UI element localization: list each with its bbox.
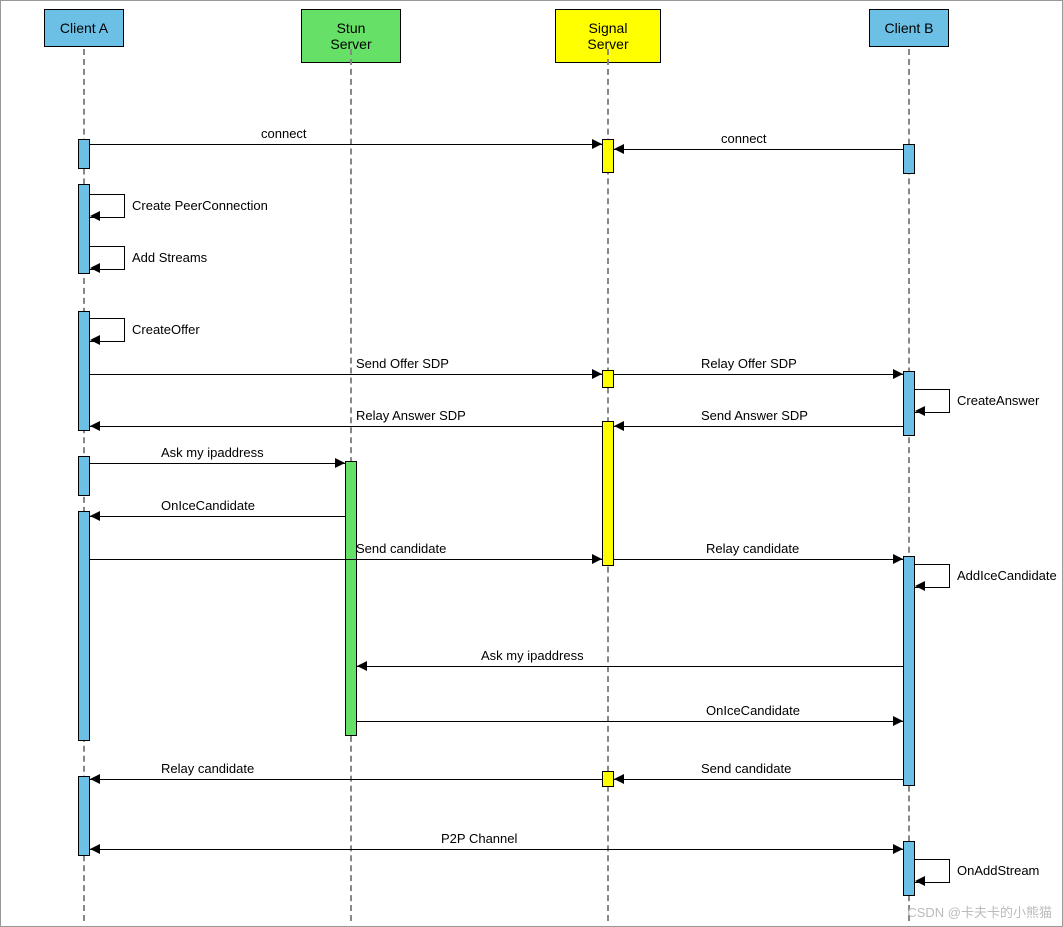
message-label-11: OnIceCandidate	[161, 498, 255, 513]
message-arrow-1	[614, 144, 624, 154]
message-label-8: Send Answer SDP	[701, 408, 808, 423]
message-line-17	[614, 779, 903, 780]
message-arrow-12	[592, 554, 602, 564]
message-label-18: Relay candidate	[161, 761, 254, 776]
message-label-14: AddIceCandidate	[957, 568, 1057, 583]
activation-clientB-14	[903, 841, 915, 896]
message-label-19: P2P Channel	[441, 831, 517, 846]
message-arrow-8	[614, 421, 624, 431]
activation-signal-12	[602, 771, 614, 787]
activation-clientA-3	[78, 184, 90, 274]
message-label-16: OnIceCandidate	[706, 703, 800, 718]
message-line-12	[90, 559, 602, 560]
message-label-0: connect	[261, 126, 307, 141]
message-arrow-15	[357, 661, 367, 671]
activation-stun-9	[345, 461, 357, 736]
activation-clientB-6	[903, 371, 915, 436]
message-label-15: Ask my ipaddress	[481, 648, 584, 663]
self-arrow-3	[90, 263, 100, 273]
activation-signal-5	[602, 370, 614, 388]
message-arrow-17	[614, 774, 624, 784]
activation-clientA-8	[78, 456, 90, 496]
message-line-10	[90, 463, 345, 464]
watermark: CSDN @卡夫卡的小熊猫	[907, 902, 1052, 921]
message-arrow-0	[592, 139, 602, 149]
self-arrow-20	[915, 876, 925, 886]
message-label-12: Send candidate	[356, 541, 446, 556]
lifeline-clientB	[908, 49, 910, 921]
self-arrow-7	[915, 406, 925, 416]
message-line-18	[90, 779, 602, 780]
activation-clientA-10	[78, 511, 90, 741]
message-label-5: Send Offer SDP	[356, 356, 449, 371]
activation-clientB-2	[903, 144, 915, 174]
activation-signal-7	[602, 421, 614, 566]
activation-clientB-11	[903, 556, 915, 786]
message-line-5	[90, 374, 602, 375]
participant-clientB: Client B	[869, 9, 949, 47]
message-line-9	[90, 426, 602, 427]
message-arrow-10	[335, 458, 345, 468]
activation-clientA-13	[78, 776, 90, 856]
message-line-8	[614, 426, 903, 427]
message-label-4: CreateOffer	[132, 322, 200, 337]
message-arrow-11	[90, 511, 100, 521]
message-line-15	[357, 666, 903, 667]
self-arrow-4	[90, 335, 100, 345]
message-line-11	[90, 516, 345, 517]
message-arrow-13	[893, 554, 903, 564]
activation-clientA-0	[78, 139, 90, 169]
message-arrow-6	[893, 369, 903, 379]
message-label-17: Send candidate	[701, 761, 791, 776]
message-line-19	[90, 849, 903, 850]
sequence-diagram: Client AStun ServerSignal ServerClient B…	[0, 0, 1063, 927]
message-line-6	[614, 374, 903, 375]
message-line-16	[357, 721, 903, 722]
message-label-20: OnAddStream	[957, 863, 1039, 878]
message-arrow-9	[90, 421, 100, 431]
message-line-0	[90, 144, 602, 145]
message-label-6: Relay Offer SDP	[701, 356, 797, 371]
message-label-9: Relay Answer SDP	[356, 408, 466, 423]
activation-signal-1	[602, 139, 614, 173]
message-arrow-18	[90, 774, 100, 784]
message-label-1: connect	[721, 131, 767, 146]
self-arrow-2	[90, 211, 100, 221]
message-arrow-5	[592, 369, 602, 379]
message-arrow-16	[893, 716, 903, 726]
message-label-2: Create PeerConnection	[132, 198, 268, 213]
participant-clientA: Client A	[44, 9, 124, 47]
self-arrow-14	[915, 581, 925, 591]
message-arrow2-19	[90, 844, 100, 854]
message-label-3: Add Streams	[132, 250, 207, 265]
message-line-13	[614, 559, 903, 560]
message-label-13: Relay candidate	[706, 541, 799, 556]
message-label-7: CreateAnswer	[957, 393, 1039, 408]
message-arrow-19	[893, 844, 903, 854]
message-label-10: Ask my ipaddress	[161, 445, 264, 460]
activation-clientA-4	[78, 311, 90, 431]
message-line-1	[614, 149, 903, 150]
